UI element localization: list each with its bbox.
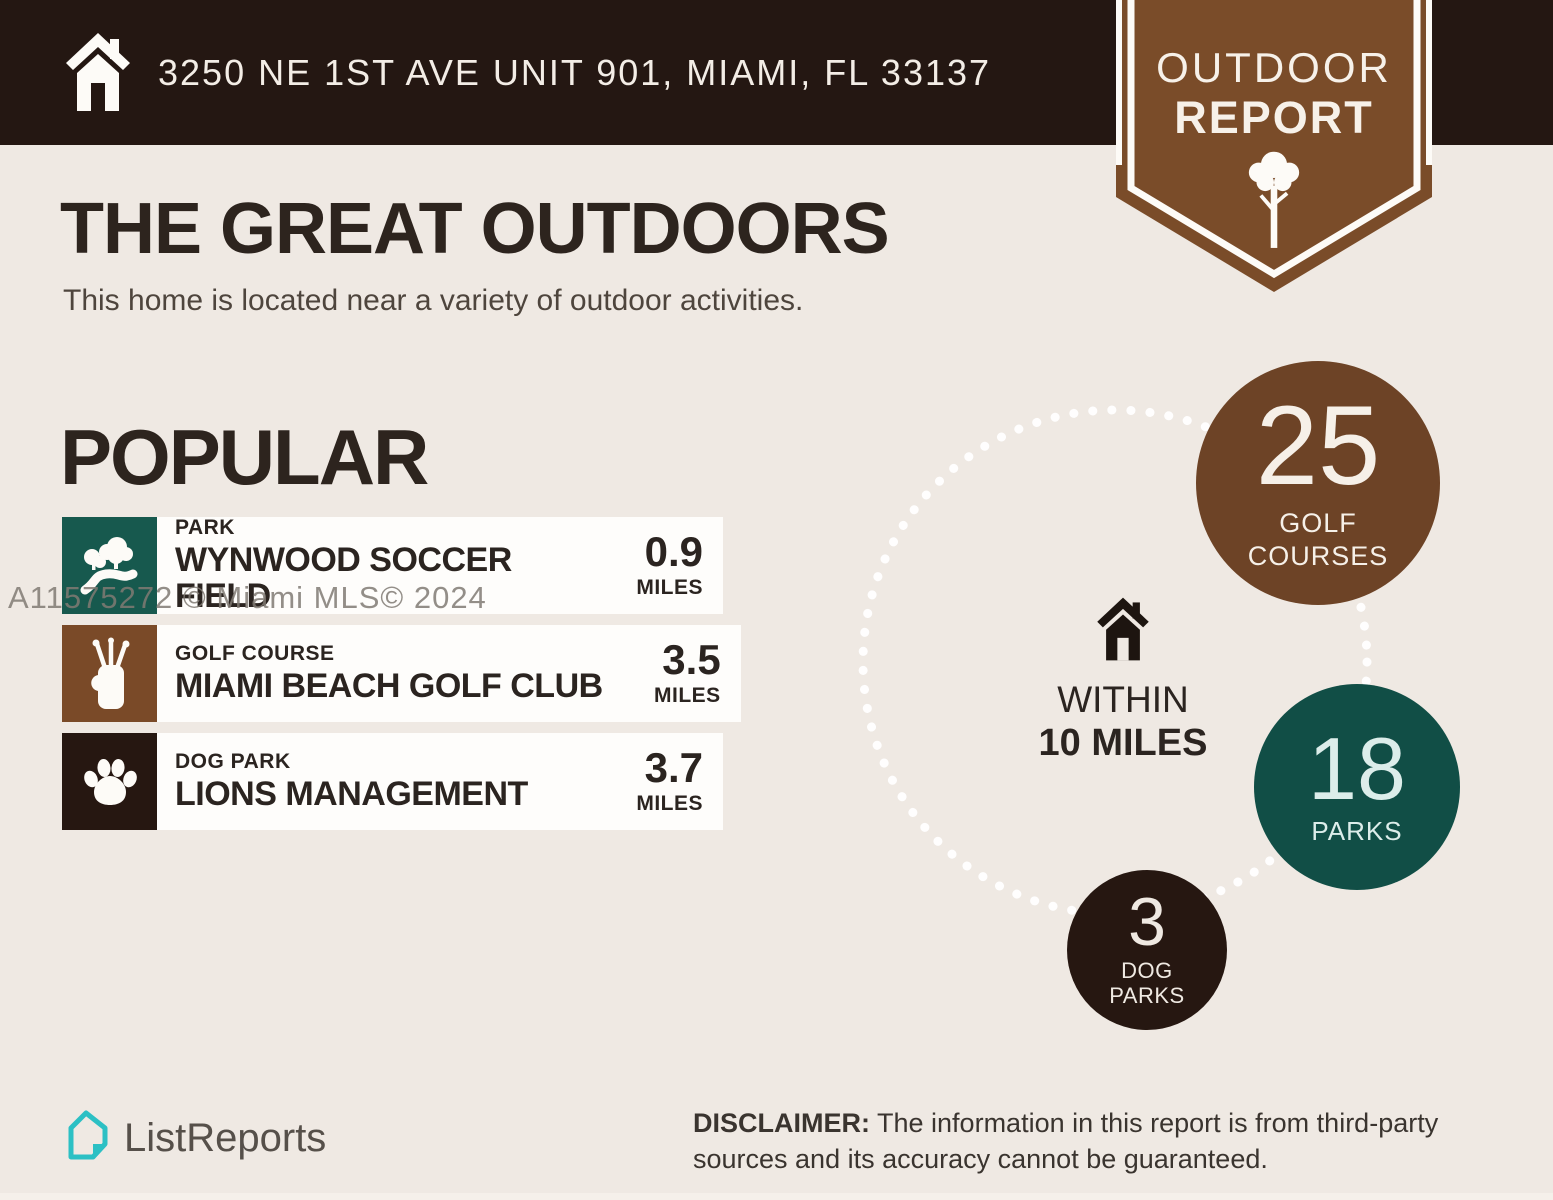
badge-title-line1: OUTDOOR — [1156, 44, 1392, 91]
listreports-logo: ListReports — [60, 1108, 326, 1169]
park-trees-icon — [62, 517, 157, 614]
dotted-radius-circle — [858, 405, 1372, 919]
stat-value: 18 — [1308, 718, 1406, 818]
paw-icon — [62, 733, 157, 830]
poi-row-dog-park: DOG PARK LIONS MANAGEMENT 3.7 MILES — [62, 733, 723, 830]
outdoor-report-badge: OUTDOOR REPORT — [1116, 0, 1432, 292]
brand-name: ListReports — [124, 1116, 327, 1160]
poi-name: WYNWOOD SOCCER FIELD — [175, 541, 512, 615]
home-icon — [64, 31, 132, 118]
poi-name: MIAMI BEACH GOLF CLUB — [175, 667, 603, 706]
disclaimer-label: DISCLAIMER: — [693, 1108, 870, 1138]
stat-circle-dog-parks: 3 DOG PARKS — [1067, 870, 1227, 1030]
distance-unit: MILES — [636, 792, 703, 815]
disclaimer-text: The information in this report is from t… — [693, 1108, 1439, 1174]
poi-row-golf: GOLF COURSE MIAMI BEACH GOLF CLUB 3.5 MI… — [62, 625, 741, 722]
stat-label: PARKS — [1311, 816, 1403, 847]
page-subtitle: This home is located near a variety of o… — [63, 284, 804, 317]
badge-title-line2: REPORT — [1174, 92, 1374, 143]
poi-card: GOLF COURSE MIAMI BEACH GOLF CLUB 3.5 MI… — [157, 625, 741, 722]
distance-value: 0.9 — [644, 528, 703, 575]
poi-category: PARK — [175, 516, 235, 540]
stat-circle-parks: 18 PARKS — [1254, 684, 1460, 890]
golf-bag-icon — [62, 625, 157, 722]
bottom-edge-strip — [0, 1193, 1553, 1200]
disclaimer: DISCLAIMER: The information in this repo… — [693, 1106, 1523, 1177]
poi-card: DOG PARK LIONS MANAGEMENT 3.7 MILES — [157, 733, 723, 830]
stat-value: 3 — [1128, 883, 1166, 960]
listreports-logo-icon — [60, 1108, 112, 1169]
stat-circle-golf-courses: 25 GOLF COURSES — [1196, 361, 1440, 605]
poi-name: LIONS MANAGEMENT — [175, 775, 528, 814]
badge-ribbon-shape — [1116, 0, 1432, 292]
poi-list: PARK WYNWOOD SOCCER FIELD 0.9 MILES — [62, 516, 741, 841]
distance-unit: MILES — [636, 576, 703, 599]
distance-value: 3.5 — [662, 636, 721, 683]
distance-unit: MILES — [654, 684, 721, 707]
property-address: 3250 NE 1ST AVE UNIT 901, MIAMI, FL 3313… — [158, 51, 992, 93]
radius-center: WITHIN 10 MILES — [1023, 596, 1223, 765]
stat-label: DOG PARKS — [1109, 957, 1185, 1009]
popular-heading: POPULAR — [60, 413, 429, 501]
radius-home-icon — [1093, 597, 1153, 666]
stat-label: GOLF COURSES — [1247, 508, 1389, 571]
radius-label-line1: WITHIN — [1057, 679, 1189, 720]
stat-value: 25 — [1255, 383, 1381, 509]
distance-value: 3.7 — [644, 744, 703, 791]
radius-label-line2: 10 MILES — [1038, 722, 1208, 764]
poi-card: PARK WYNWOOD SOCCER FIELD 0.9 MILES — [157, 516, 723, 615]
poi-category: GOLF COURSE — [175, 642, 335, 666]
tree-icon — [1239, 148, 1309, 261]
poi-category: DOG PARK — [175, 750, 291, 774]
poi-row-park: PARK WYNWOOD SOCCER FIELD 0.9 MILES — [62, 516, 723, 615]
page-title: THE GREAT OUTDOORS — [60, 189, 890, 269]
